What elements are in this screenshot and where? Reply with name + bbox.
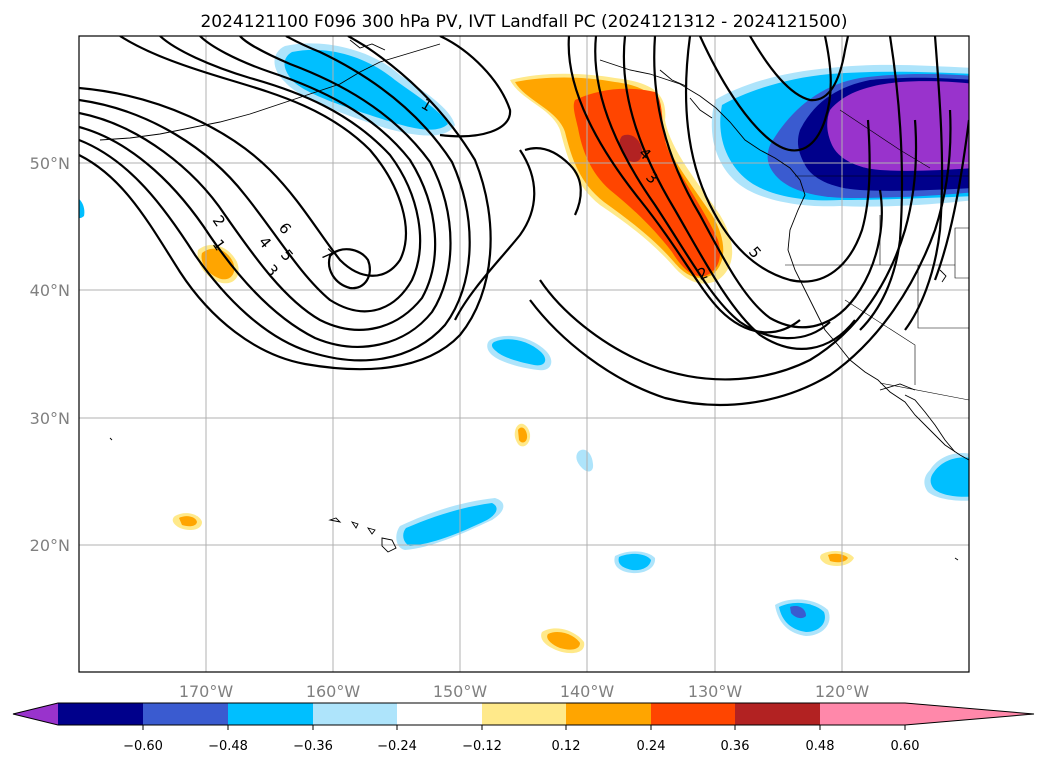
colorbar-segment	[397, 703, 482, 725]
lon-label: 160°W	[306, 682, 361, 701]
colorbar-segment	[566, 703, 651, 725]
colorbar-extend-high	[905, 703, 1034, 725]
colorbar-segment	[735, 703, 820, 725]
colorbar-tick-label: −0.60	[123, 739, 163, 754]
colorbar-segment	[482, 703, 566, 725]
colorbar-tick-label: −0.48	[208, 739, 248, 754]
lat-label: 20°N	[30, 536, 70, 555]
colorbar-segment	[820, 703, 905, 725]
map-frame	[78, 35, 970, 673]
colorbar-extend-low	[13, 703, 58, 725]
colorbar-outline	[12, 702, 1035, 726]
map-title: 2024121100 F096 300 hPa PV, IVT Landfall…	[200, 12, 847, 32]
pv-contours	[79, 36, 969, 406]
lon-label: 120°W	[815, 682, 870, 701]
lat-label: 50°N	[30, 154, 70, 173]
colorbar-tick-label: 0.60	[891, 739, 920, 754]
colorbar-segment	[313, 703, 397, 725]
lon-label: 130°W	[688, 682, 743, 701]
lat-label: 30°N	[30, 409, 70, 428]
map-area: 1 2 3 4 5 6 7 1 2 3 4 5	[79, 36, 969, 672]
lon-label: 170°W	[179, 682, 234, 701]
longitude-labels: 170°W 160°W 150°W 140°W 130°W 120°W	[179, 682, 870, 701]
colorbar-segment	[228, 703, 313, 725]
lon-label: 140°W	[560, 682, 615, 701]
colorbar-tick-label: 0.48	[806, 739, 835, 754]
colorbar-segment	[651, 703, 735, 725]
lon-label: 150°W	[433, 682, 488, 701]
graticule	[79, 36, 969, 672]
latitude-labels: 50°N 40°N 30°N 20°N	[30, 154, 70, 555]
coastlines	[99, 39, 969, 561]
colorbar-ticks	[142, 725, 906, 730]
colorbar-tick-label: −0.12	[462, 739, 502, 754]
colorbar-tick-label: −0.36	[293, 739, 333, 754]
colorbar-segment	[58, 703, 143, 725]
colorbar-tick-label: −0.24	[377, 739, 417, 754]
colorbar-tick-label: 0.24	[637, 739, 666, 754]
colorbar-segment	[143, 703, 228, 725]
colorbar-tick-label: 0.12	[552, 739, 581, 754]
colorbar: −0.60 −0.48 −0.36 −0.24 −0.12 0.12 0.24 …	[12, 702, 1035, 754]
lat-label: 40°N	[30, 281, 70, 300]
colorbar-tick-label: 0.36	[721, 739, 750, 754]
borders	[785, 109, 969, 401]
